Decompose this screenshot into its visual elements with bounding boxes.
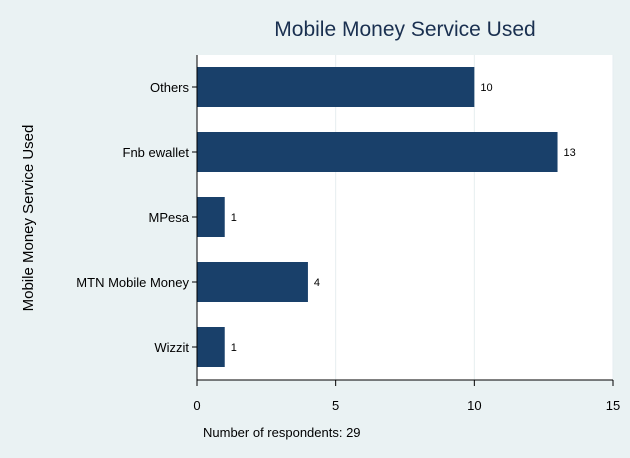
y-axis-title: Mobile Money Service Used [20,125,37,312]
x-tick-label: 10 [467,398,481,413]
bars: 10 13 1 4 1 [197,67,576,367]
x-tick-label: 5 [332,398,339,413]
gridlines [335,55,614,380]
x-tick-label: 15 [606,398,620,413]
category-label: MPesa [149,210,190,225]
bar [197,327,225,367]
plot-area [197,55,613,380]
data-label: 1 [231,342,237,354]
bar [197,132,558,172]
data-label: 4 [314,277,320,289]
respondents-note: Number of respondents: 29 [203,425,361,440]
data-label: 13 [564,147,576,159]
bar [197,197,225,237]
category-label: Wizzit [154,340,189,355]
data-label: 10 [480,82,492,94]
bar [197,262,308,302]
bar [197,67,475,107]
category-label: Others [150,80,190,95]
category-label: Fnb ewallet [123,145,190,160]
category-label: MTN Mobile Money [76,275,189,290]
chart-title: Mobile Money Service Used [274,18,535,41]
data-label: 1 [231,212,237,224]
axis-ticks: 0 5 10 15 Others Fnb ewallet MPesa MTN Mobile M… [76,80,620,413]
x-tick-label: 0 [193,398,200,413]
